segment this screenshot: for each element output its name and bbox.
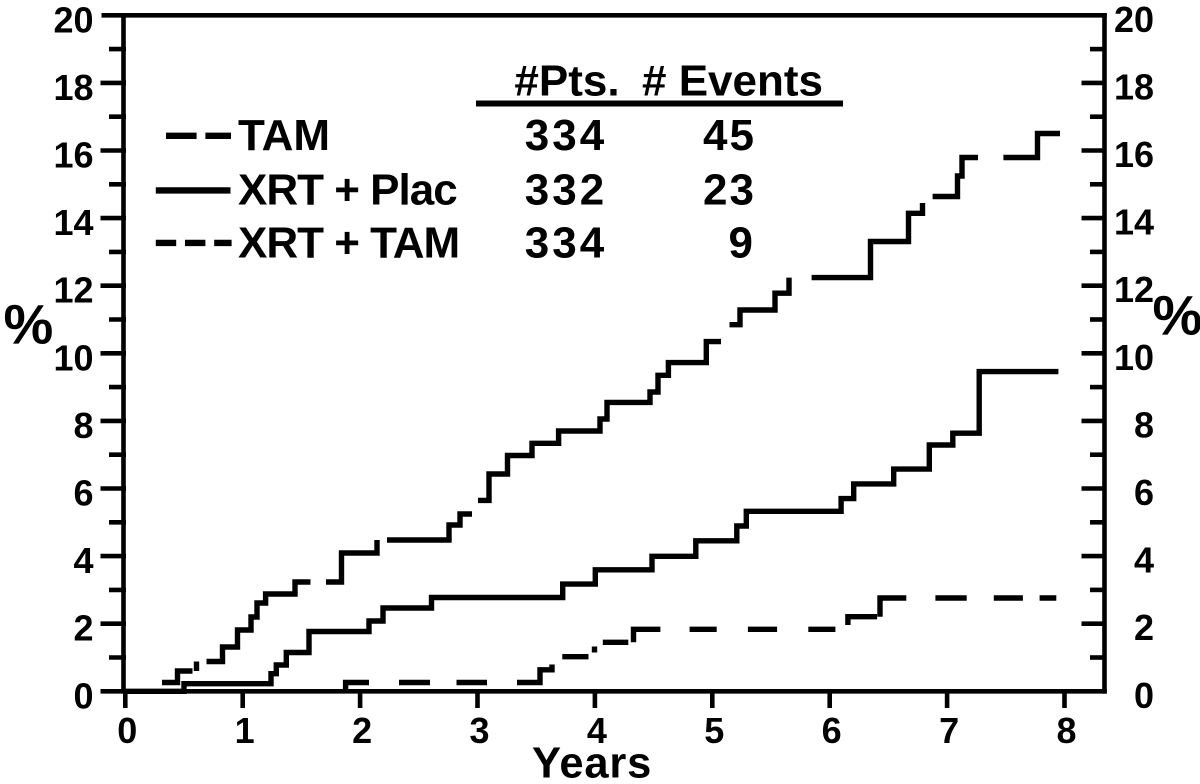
svg-text:%: % xyxy=(4,292,54,355)
svg-text:18: 18 xyxy=(53,67,93,108)
svg-text:2: 2 xyxy=(352,710,372,751)
svg-text:18: 18 xyxy=(1114,66,1154,107)
svg-text:3: 3 xyxy=(469,710,489,751)
svg-text:6: 6 xyxy=(1134,472,1154,513)
svg-text:334: 334 xyxy=(525,219,607,268)
svg-text:XRT + Plac: XRT + Plac xyxy=(238,166,457,215)
svg-text:10: 10 xyxy=(1114,337,1154,378)
svg-text:5: 5 xyxy=(704,710,724,751)
svg-text:0: 0 xyxy=(1134,675,1154,716)
svg-text:8: 8 xyxy=(1056,710,1076,751)
svg-text:4: 4 xyxy=(587,710,607,751)
svg-text:10: 10 xyxy=(53,337,93,378)
svg-text:12: 12 xyxy=(53,270,93,311)
svg-text:# Events: # Events xyxy=(642,57,823,106)
svg-text:8: 8 xyxy=(1134,404,1154,445)
svg-text:2: 2 xyxy=(73,608,93,649)
svg-text:23: 23 xyxy=(703,166,756,215)
svg-text:14: 14 xyxy=(53,202,93,243)
svg-text:16: 16 xyxy=(53,135,93,176)
svg-text:9: 9 xyxy=(729,219,753,268)
svg-text:332: 332 xyxy=(525,166,607,215)
svg-text:7: 7 xyxy=(939,710,959,751)
svg-text:%: % xyxy=(1153,284,1200,347)
svg-text:334: 334 xyxy=(525,111,607,160)
svg-text:Years: Years xyxy=(532,740,652,784)
svg-text:TAM: TAM xyxy=(238,111,330,160)
svg-text:16: 16 xyxy=(1114,134,1154,175)
svg-text:XRT + TAM: XRT + TAM xyxy=(238,219,459,268)
svg-text:14: 14 xyxy=(1114,202,1154,243)
svg-text:6: 6 xyxy=(822,710,842,751)
svg-text:45: 45 xyxy=(703,111,756,160)
svg-text:12: 12 xyxy=(1114,269,1154,310)
svg-text:4: 4 xyxy=(73,540,93,581)
svg-text:0: 0 xyxy=(73,675,93,716)
svg-text:1: 1 xyxy=(235,710,255,751)
svg-text:6: 6 xyxy=(73,473,93,514)
svg-text:0: 0 xyxy=(117,710,137,751)
svg-text:2: 2 xyxy=(1134,607,1154,648)
svg-text:20: 20 xyxy=(1114,0,1154,40)
svg-text:4: 4 xyxy=(1134,540,1154,581)
svg-text:8: 8 xyxy=(73,405,93,446)
svg-text:#Pts.: #Pts. xyxy=(514,57,619,106)
svg-text:20: 20 xyxy=(53,0,93,40)
